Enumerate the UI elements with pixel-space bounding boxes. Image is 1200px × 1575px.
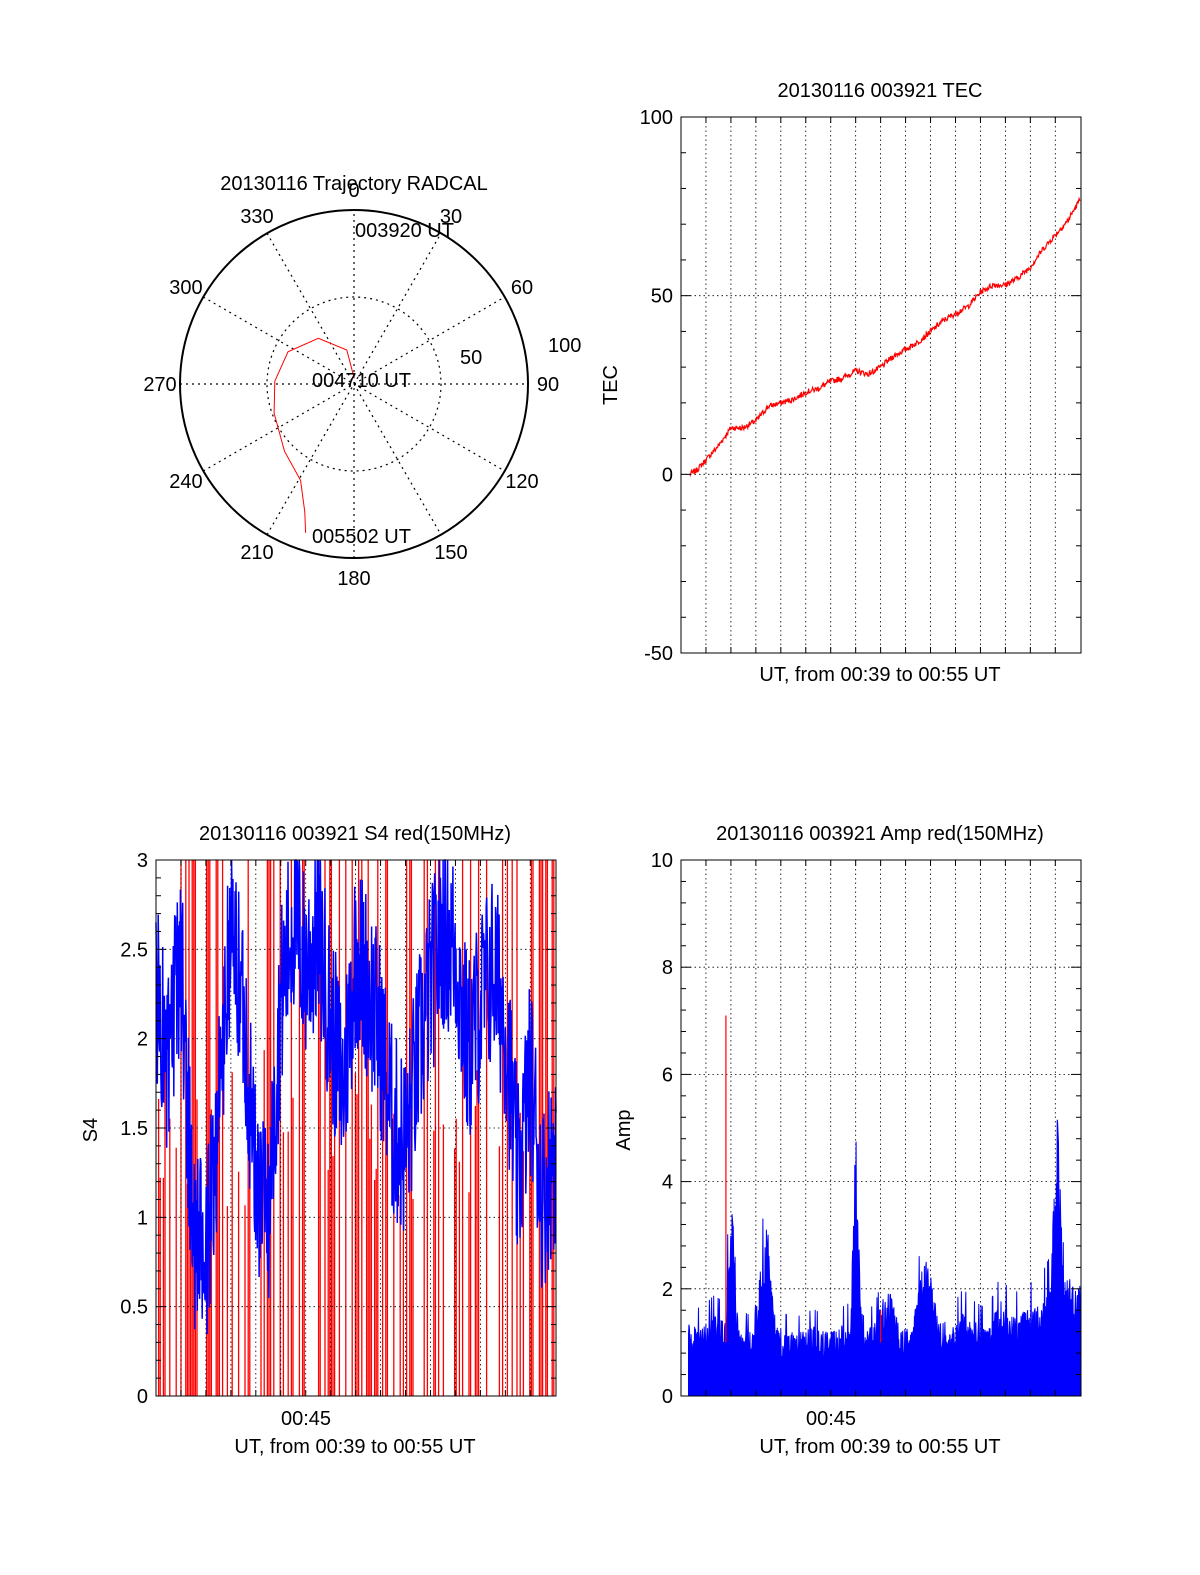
polar-ring-inner [266,296,442,472]
y-tick-label: -50 [644,643,673,665]
azimuth-label-300: 300 [169,277,202,299]
y-tick-label: 2 [137,1029,148,1051]
y-tick-label: 2 [662,1279,673,1301]
amp-panel: 20130116 003921 Amp red(150MHz) 0246810 … [613,823,1082,1458]
azimuth-label-270: 270 [143,374,176,396]
azimuth-label-150: 150 [434,542,467,564]
trajectory-panel: 20130116 Trajectory RADCAL 0 30 60 90 120 150… [143,173,581,590]
y-tick-label: 100 [640,107,673,129]
y-tick-label: 0 [662,464,673,486]
time-label-start: 003920 UT [355,220,454,242]
amp-series-fill [688,1119,1081,1397]
s4-panel: 20130116 003921 S4 red(150MHz) 0 0.5 1 1.5 2… [80,823,557,1458]
polar-grid [180,210,528,558]
tec-series-line [689,196,1081,477]
azimuth-label-120: 120 [505,471,538,493]
y-tick-label: 1 [137,1207,148,1229]
y-tick-label: 2.5 [120,939,148,961]
y-tick-label: 0 [137,1386,148,1408]
tec-xlabel: UT, from 00:39 to 00:55 UT [759,664,1000,686]
azimuth-label-240: 240 [169,471,202,493]
y-tick-label: 6 [662,1064,673,1086]
time-label-end: 005502 UT [312,526,411,548]
azimuth-label-180: 180 [337,568,370,590]
y-tick-label: 3 [137,850,148,872]
y-tick-label: 0 [662,1386,673,1408]
tec-panel: 20130116 003921 TEC -50 0 50 100 TEC UT, fr… [600,80,1082,686]
azimuth-label-210: 210 [240,542,273,564]
s4-ylabel: S4 [80,1118,102,1142]
azimuth-labels: 0 30 60 90 120 150 180 210 240 270 300 330 [143,180,559,590]
y-tick-label: 0.5 [120,1297,148,1319]
amp-xlabel: UT, from 00:39 to 00:55 UT [759,1436,1000,1458]
s4-ticks: 0 0.5 1 1.5 2 2.5 3 [120,850,556,1408]
y-tick-label: 50 [651,286,673,308]
radius-label-100: 100 [548,335,581,357]
amp-xtick-label: 00:45 [806,1408,856,1430]
azimuth-label-0: 0 [348,180,359,202]
azimuth-label-330: 330 [240,206,273,228]
y-tick-label: 8 [662,957,673,979]
azimuth-label-60: 60 [511,277,533,299]
y-tick-label: 1.5 [120,1118,148,1140]
radius-label-50: 50 [460,347,482,369]
amp-red-spikes [725,1015,882,1343]
s4-xtick-label: 00:45 [281,1408,331,1430]
tec-ylabel: TEC [600,365,622,405]
y-tick-label: 10 [651,850,673,872]
trajectory-track [273,337,355,533]
trajectory-title: 20130116 Trajectory RADCAL [220,173,488,195]
tec-ticks: -50 0 50 100 [640,107,1081,665]
tec-title: 20130116 003921 TEC [778,80,983,102]
tec-grid [681,117,1081,653]
polar-spoke [266,233,442,535]
y-tick-label: 4 [662,1172,673,1194]
s4-series-line [155,859,557,1335]
azimuth-label-30: 30 [440,206,462,228]
amp-ticks: 0 2 4 6 8 10 [651,850,1081,1408]
s4-xlabel: UT, from 00:39 to 00:55 UT [234,1436,475,1458]
time-label-mid: 004710 UT [312,370,411,392]
polar-outer-ring [179,209,529,559]
s4-title: 20130116 003921 S4 red(150MHz) [199,823,511,845]
amp-ylabel: Amp [613,1109,635,1150]
azimuth-label-90: 90 [537,374,559,396]
amp-title: 20130116 003921 Amp red(150MHz) [716,823,1044,845]
